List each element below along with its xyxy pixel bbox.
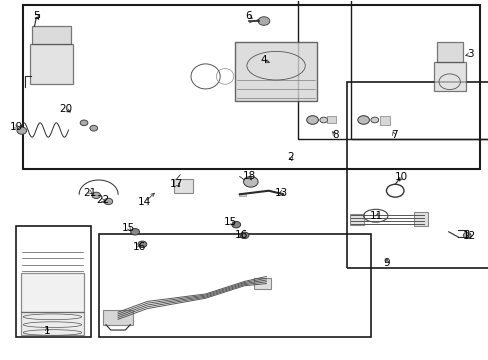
Bar <box>379 116 389 125</box>
Text: 4: 4 <box>260 55 267 65</box>
Circle shape <box>17 127 27 134</box>
Circle shape <box>138 241 146 248</box>
Bar <box>433 62 465 91</box>
Text: 20: 20 <box>59 104 72 114</box>
Text: 15: 15 <box>224 217 237 227</box>
Circle shape <box>319 117 327 123</box>
Text: 16: 16 <box>132 242 145 252</box>
Bar <box>21 312 84 336</box>
Bar <box>254 278 271 289</box>
Bar <box>413 212 427 226</box>
Text: 19: 19 <box>9 122 22 132</box>
Text: 21: 21 <box>83 188 97 198</box>
Circle shape <box>130 229 139 235</box>
Text: 22: 22 <box>96 195 109 205</box>
Bar <box>23 5 479 169</box>
Text: 10: 10 <box>394 172 407 182</box>
Bar <box>21 273 84 312</box>
Text: 3: 3 <box>466 49 472 59</box>
Bar <box>436 42 462 62</box>
Circle shape <box>80 120 88 126</box>
Text: 6: 6 <box>244 12 251 21</box>
Bar <box>297 0 488 139</box>
Bar <box>31 26 71 44</box>
Text: 11: 11 <box>369 211 383 221</box>
Text: 13: 13 <box>274 188 287 198</box>
Text: 14: 14 <box>138 197 151 207</box>
Circle shape <box>462 233 470 238</box>
Bar <box>174 179 193 193</box>
Circle shape <box>90 125 98 131</box>
Text: 9: 9 <box>383 258 389 268</box>
Text: 15: 15 <box>122 223 135 233</box>
Text: 1: 1 <box>44 326 50 336</box>
Text: 5: 5 <box>33 12 40 21</box>
Text: 12: 12 <box>462 231 475 241</box>
Circle shape <box>231 221 240 228</box>
Text: 8: 8 <box>331 130 338 140</box>
Bar <box>351 0 488 139</box>
Bar <box>346 82 488 267</box>
Text: 16: 16 <box>234 230 247 240</box>
Circle shape <box>92 192 101 199</box>
Circle shape <box>357 116 369 124</box>
Bar <box>30 44 73 84</box>
Bar <box>326 116 335 123</box>
Text: 17: 17 <box>169 179 183 189</box>
Bar <box>103 310 132 325</box>
Circle shape <box>258 17 269 25</box>
Text: 18: 18 <box>242 171 255 181</box>
Circle shape <box>370 117 378 123</box>
Bar <box>238 193 245 196</box>
Circle shape <box>104 198 113 204</box>
Text: 7: 7 <box>390 130 397 140</box>
Bar <box>99 234 370 337</box>
Bar <box>16 226 91 337</box>
Bar <box>234 42 317 102</box>
Bar <box>350 214 364 225</box>
Circle shape <box>306 116 318 124</box>
Text: 2: 2 <box>287 152 293 162</box>
Circle shape <box>243 176 258 187</box>
Circle shape <box>240 232 248 239</box>
